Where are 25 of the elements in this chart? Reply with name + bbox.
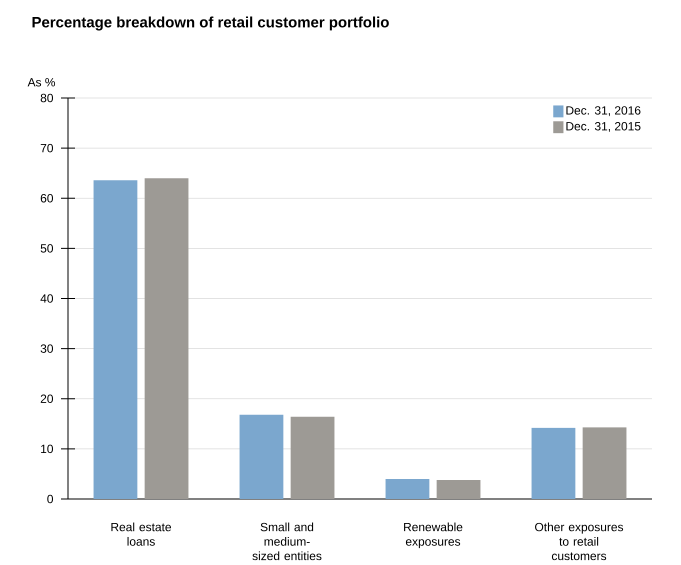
y-tick-label: 80	[40, 94, 54, 102]
x-tick-label: Other exposures to retail customers	[535, 522, 624, 560]
y-tick-label: 0	[47, 494, 54, 504]
x-tick-label: Renewable exposures	[404, 522, 462, 548]
legend-label: Dec. 31, 2016	[566, 106, 640, 116]
legend-label: Dec. 31, 2015	[566, 122, 640, 132]
x-tick-label: Small and medium-sized entities	[252, 522, 322, 560]
bar	[436, 480, 480, 499]
chart-title: Percentage breakdown of retail customer portfolio	[32, 16, 389, 31]
y-tick-label: 60	[40, 194, 54, 202]
bar	[240, 414, 284, 499]
y-tick-label: 30	[40, 344, 54, 353]
bar	[582, 427, 626, 499]
y-tick-label: 70	[40, 144, 54, 152]
bar	[94, 180, 138, 499]
bar	[144, 178, 188, 499]
bar	[532, 428, 576, 499]
y-tick-label: 50	[40, 244, 54, 253]
y-axis-title: As %	[28, 78, 56, 86]
bar	[386, 478, 430, 499]
y-tick-label: 10	[41, 444, 54, 454]
y-tick-label: 40	[40, 294, 54, 303]
x-tick-label: Real estate loans	[111, 522, 172, 546]
y-tick-label: 20	[40, 394, 54, 403]
bar	[290, 416, 334, 499]
